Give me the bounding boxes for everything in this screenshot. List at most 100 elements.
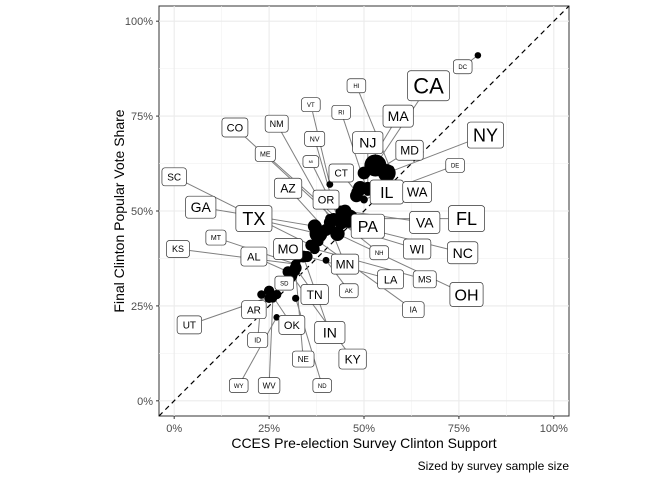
- x-tick-label: 50%: [353, 423, 375, 435]
- label-md: MD: [400, 144, 419, 158]
- x-tick-label: 0%: [166, 423, 182, 435]
- label-box-wv: [257, 377, 281, 394]
- point-dc: [474, 52, 482, 59]
- point-ia: [313, 236, 324, 247]
- y-axis-title: Final Clinton Popular Vote Share: [111, 109, 127, 312]
- x-tick-label: 25%: [258, 423, 280, 435]
- point-de: [360, 195, 368, 204]
- label-box-la: [377, 269, 404, 290]
- label-al: AL: [247, 252, 260, 264]
- label-nc: NC: [453, 245, 473, 261]
- label-ks: KS: [172, 244, 184, 254]
- label-sd: SD: [280, 281, 289, 287]
- axis-ticks: 0% 25% 50% 75% 100% 0% 25% 50% 75% 100%: [125, 16, 568, 435]
- connector-oh: [337, 233, 467, 295]
- label-box-wi: [403, 238, 432, 260]
- label-box-pa: [350, 213, 385, 239]
- label-box-ks: [166, 240, 190, 258]
- label-wy: WY: [234, 384, 244, 390]
- label-box-sc: [161, 167, 187, 187]
- label-mo: MO: [278, 242, 299, 257]
- label-ok: OK: [284, 320, 301, 332]
- y-tick-label: 75%: [131, 111, 153, 123]
- y-tick-label: 50%: [131, 206, 153, 218]
- label-mi: MI: [309, 159, 313, 164]
- connector-wv: [268, 298, 274, 386]
- label-box-nm: [264, 114, 289, 133]
- connector-hi: [355, 85, 392, 170]
- label-box-mt: [205, 229, 227, 246]
- label-box-ms: [412, 270, 437, 289]
- connector-ks: [177, 248, 296, 265]
- point-ga: [307, 219, 322, 233]
- label-box-mi: [302, 155, 320, 168]
- label-box-ca: [407, 70, 450, 102]
- label-box-ct: [328, 163, 354, 183]
- label-ne: NE: [298, 355, 309, 364]
- label-box-fl: [448, 205, 485, 232]
- label-box-me: [254, 146, 276, 162]
- label-ia: IA: [410, 306, 418, 315]
- point-vt: [326, 180, 334, 188]
- point-oh: [330, 226, 345, 241]
- label-box-ri: [331, 104, 351, 120]
- label-box-dc: [453, 59, 473, 75]
- label-box-de: [445, 158, 465, 173]
- point-wy: [273, 314, 280, 321]
- label-box-nd: [312, 378, 332, 393]
- reference-line-y-equals-x: [158, 5, 570, 417]
- point-ok: [263, 285, 275, 296]
- point-nm: [325, 213, 335, 224]
- label-box-ne: [292, 350, 315, 368]
- label-co: CO: [227, 122, 244, 134]
- connector-nd: [295, 298, 323, 386]
- state-labels: CA DC HI MA NY RI VT NM CO NV NJ MD ME MI DE CT SC AZ OR IL…: [161, 59, 504, 394]
- label-nm: NM: [270, 119, 284, 129]
- label-la: LA: [384, 274, 398, 286]
- label-box-vt: [301, 97, 321, 113]
- label-sc: SC: [167, 172, 181, 183]
- label-wi: WI: [410, 242, 425, 256]
- y-tick-label: 0%: [137, 396, 153, 408]
- label-or: OR: [318, 195, 335, 207]
- point-ma: [357, 166, 371, 180]
- label-box-hi: [346, 78, 367, 94]
- label-tx: TX: [242, 209, 265, 229]
- label-ar: AR: [247, 305, 261, 316]
- label-fl: FL: [456, 209, 477, 229]
- label-il: IL: [380, 185, 393, 202]
- label-box-mn: [330, 253, 360, 275]
- label-ga: GA: [191, 199, 212, 215]
- label-nj: NJ: [359, 135, 376, 151]
- label-box-ga: [185, 195, 217, 219]
- label-nv: NV: [310, 136, 320, 143]
- label-box-ky: [338, 348, 367, 370]
- label-va: VA: [416, 214, 434, 230]
- label-nh: NH: [375, 251, 384, 257]
- label-vt: VT: [307, 103, 315, 109]
- connector-ia: [318, 240, 414, 311]
- point-ct: [351, 186, 362, 198]
- label-de: DE: [451, 164, 459, 170]
- point-la: [301, 251, 313, 263]
- label-box-nj: [352, 131, 384, 155]
- point-ne: [291, 267, 300, 277]
- point-ms: [309, 243, 320, 255]
- label-box-co: [221, 117, 249, 138]
- label-box-wa: [402, 181, 432, 203]
- label-box-ut: [176, 315, 202, 335]
- label-box-nh: [369, 245, 389, 261]
- label-ca: CA: [413, 74, 444, 99]
- label-box-tx: [235, 205, 273, 232]
- label-hi: HI: [353, 84, 359, 90]
- label-wa: WA: [407, 185, 428, 200]
- label-box-ma: [382, 104, 414, 128]
- label-mn: MN: [336, 257, 355, 271]
- label-wv: WV: [263, 382, 277, 391]
- label-id: ID: [254, 338, 261, 345]
- point-hi: [386, 165, 395, 174]
- label-box-md: [395, 139, 424, 161]
- label-box-ok: [278, 315, 306, 335]
- label-box-al: [240, 246, 268, 267]
- label-oh: OH: [455, 287, 479, 304]
